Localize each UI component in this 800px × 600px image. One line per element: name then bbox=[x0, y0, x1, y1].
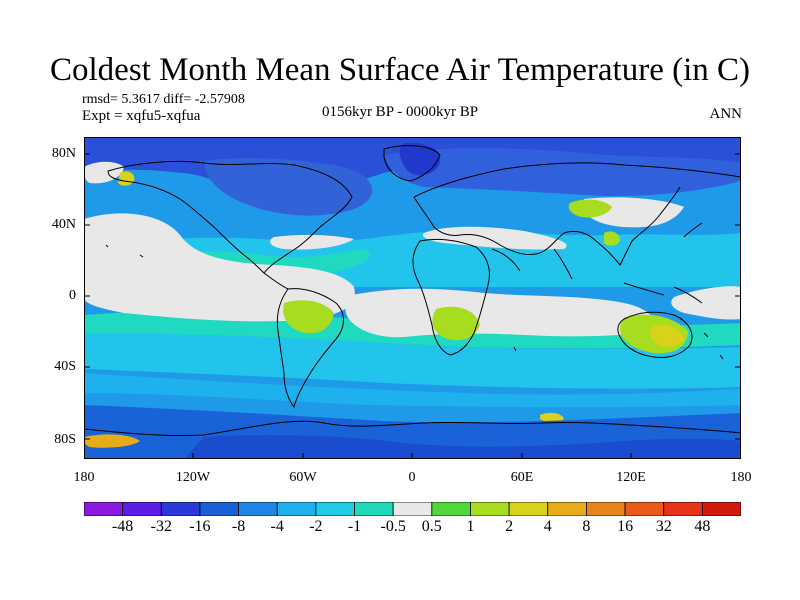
field-warm-antarctic2 bbox=[540, 412, 564, 422]
lon-label: 180 bbox=[73, 470, 95, 485]
colorbar-label: 8 bbox=[582, 518, 591, 535]
colorbar-swatch bbox=[624, 502, 665, 516]
colorbar-swatch bbox=[276, 502, 317, 516]
field-antarctic-cold2 bbox=[184, 435, 741, 459]
colorbar-swatch bbox=[508, 502, 549, 516]
lat-label: 80N bbox=[51, 146, 76, 161]
period-text: 0156kyr BP - 0000kyr BP bbox=[321, 104, 479, 120]
lat-label: 40S bbox=[54, 359, 76, 374]
colorbar-swatch bbox=[84, 502, 124, 516]
lat-label: 0 bbox=[69, 288, 76, 303]
field-neutral-nh bbox=[269, 234, 354, 250]
colorbar-swatch bbox=[354, 502, 394, 516]
lon-label: 60E bbox=[510, 470, 534, 485]
field-warm-antarctic3 bbox=[84, 434, 140, 448]
colorbar-label: -4 bbox=[270, 518, 284, 535]
lat-label: 40N bbox=[51, 217, 76, 232]
colorbar-swatch bbox=[470, 502, 510, 516]
temperature-map bbox=[84, 137, 741, 459]
field-warm-australia-core bbox=[650, 324, 684, 347]
axis-ticks bbox=[84, 153, 741, 459]
lon-label: 180 bbox=[730, 470, 752, 485]
colorbar-swatch bbox=[392, 502, 433, 516]
coastlines bbox=[84, 145, 741, 437]
colorbar-label: -48 bbox=[111, 518, 134, 535]
colorbar-label: 0.5 bbox=[421, 518, 442, 535]
colorbar-swatch bbox=[701, 502, 741, 516]
field-greenland-cold bbox=[399, 142, 440, 176]
field-band-sh2 bbox=[84, 373, 741, 408]
lon-label: 60W bbox=[289, 470, 317, 485]
lon-label: 120W bbox=[175, 470, 211, 485]
colorbar-swatch bbox=[586, 502, 626, 516]
colorbar-label: 16 bbox=[617, 518, 634, 535]
colorbar bbox=[84, 502, 741, 516]
lon-label: 120E bbox=[616, 470, 646, 485]
field-warm-asia bbox=[568, 199, 612, 218]
field-neutral-pacific bbox=[84, 213, 355, 322]
colorbar-label: -1 bbox=[347, 518, 362, 535]
field-eurasia-cold bbox=[384, 148, 741, 197]
colorbar-label: -2 bbox=[309, 518, 323, 535]
map-title: Coldest Month Mean Surface Air Temperatu… bbox=[50, 52, 750, 88]
colorbar-label: -0.5 bbox=[380, 518, 406, 535]
colorbar-label: 4 bbox=[543, 518, 552, 535]
lon-label: 0 bbox=[408, 470, 416, 485]
field-band-sh bbox=[84, 327, 741, 389]
field-neutral-eurasia bbox=[422, 226, 567, 250]
field-warm-samerica bbox=[283, 300, 334, 334]
colorbar-label: 48 bbox=[694, 518, 711, 535]
field-namerica-cold bbox=[204, 158, 373, 216]
colorbar-swatch bbox=[431, 502, 471, 516]
colorbar-swatch bbox=[160, 502, 201, 516]
colorbar-label: -16 bbox=[189, 518, 211, 535]
experiment-text: Expt = xqfu5-xqfua bbox=[82, 108, 201, 124]
colorbar-label: 2 bbox=[505, 518, 514, 535]
colorbar-swatch bbox=[238, 502, 278, 516]
field-neutral-atlantic bbox=[345, 288, 655, 338]
colorbar-swatch bbox=[315, 502, 355, 516]
colorbar-swatch bbox=[547, 502, 587, 516]
stats-text: rmsd= 5.3617 diff= -2.57908 bbox=[82, 92, 245, 107]
colorbar-label: 32 bbox=[655, 518, 672, 535]
season-text: ANN bbox=[709, 106, 743, 122]
lat-label: 80S bbox=[54, 432, 76, 447]
colorbar-swatch bbox=[663, 502, 703, 516]
colorbar-swatch bbox=[199, 502, 239, 516]
field-warm-africa bbox=[432, 306, 480, 341]
colorbar-label: -8 bbox=[231, 518, 246, 535]
colorbar-swatch bbox=[122, 502, 162, 516]
field-warm-asia2 bbox=[604, 231, 620, 246]
colorbar-label: 1 bbox=[466, 518, 475, 535]
colorbar-label: -32 bbox=[150, 518, 172, 535]
